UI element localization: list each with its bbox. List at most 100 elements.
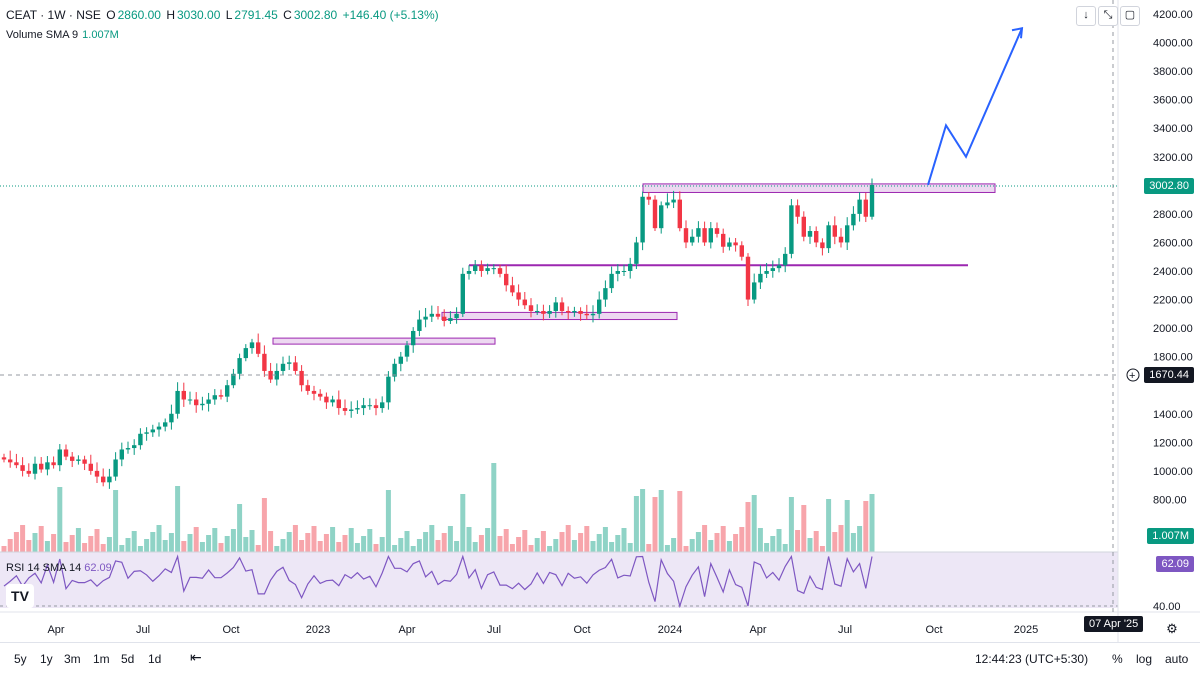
candle-body [739,245,744,257]
volume-legend[interactable]: Volume SMA 9 1.007M [6,29,119,41]
volume-bar [503,529,509,552]
price-tick-label: 2400.00 [1153,266,1193,278]
candle-body [721,233,726,247]
candle-body [696,228,701,237]
add-alert-icon[interactable] [1126,368,1140,382]
symbol-name[interactable]: CEAT · 1W · NSE [6,8,101,22]
candle-body [851,213,856,226]
volume-bar [323,534,329,552]
range-5y[interactable]: 5y [14,652,27,666]
settings-gear-icon[interactable]: ⚙ [1166,621,1178,636]
price-tick-label: 3400.00 [1153,123,1193,135]
chart-canvas[interactable]: +4200.00 4000.00 3800.00 3600.00 3400.00 3200… [0,0,1200,642]
candle-body [869,184,875,217]
volume-bar [553,539,559,552]
candle-body [857,199,862,214]
clock-display[interactable]: 12:44:23 (UTC+5:30) [975,652,1089,666]
date-range-icon[interactable]: ⇤ [190,649,202,665]
candle-body [150,429,155,433]
candle-body [349,409,354,411]
price-tick-label: 4200.00 [1153,9,1193,21]
candle-body [367,405,372,407]
time-tick-label: Apr [749,624,766,636]
range-3m[interactable]: 3m [64,652,81,666]
volume-bar [181,541,187,552]
candle-body [262,353,267,371]
percent-toggle[interactable]: % [1112,652,1123,666]
volume-bar [7,539,13,552]
candle-body [578,310,583,314]
price-zone-rectangle[interactable] [642,183,996,193]
candle-body [510,285,515,293]
arrow-down-icon[interactable]: ↓ [1076,6,1096,26]
candle-body [342,408,348,411]
symbol-legend: CEAT · 1W · NSE O 2860.00 H 3030.00 L 2791.… [6,8,439,22]
candle-body [8,459,13,463]
volume-bar [745,502,751,552]
volume-bar [838,525,844,552]
candle-body [479,265,484,271]
candle-body [559,302,565,311]
range-1d[interactable]: 1d [148,652,162,666]
volume-bar [466,527,472,552]
volume-bar [218,543,224,552]
candle-body [287,362,292,364]
candle-body [280,363,286,371]
maximize-icon[interactable]: ▢ [1120,6,1140,26]
candle-body [336,399,341,409]
auto-toggle[interactable]: auto [1165,652,1189,666]
volume-bar [125,538,131,552]
candle-body [200,403,205,406]
candle-body [417,319,422,331]
volume-bar [441,533,447,552]
candle-body [132,445,137,449]
candle-body [745,256,751,300]
candle-body [640,196,645,243]
volume-bar [379,537,385,552]
price-tick-label: 2200.00 [1153,295,1193,307]
candle-body [783,253,788,266]
candle-body [615,271,620,274]
volume-bar [398,538,404,552]
candle-body [621,271,627,272]
candle-body [491,268,496,270]
price-zone-rectangle[interactable] [441,311,678,321]
volume-bar [20,525,26,552]
tradingview-logo[interactable]: TV [6,584,34,608]
volume-bar [13,532,19,552]
candle-body [677,199,682,229]
volume-bar [547,546,553,552]
projection-path[interactable] [927,27,1023,186]
range-1m[interactable]: 1m [93,652,110,666]
time-tick-label: Oct [573,624,590,636]
price-zone-rectangle[interactable] [272,337,496,345]
price-tick-label: 1200.00 [1153,437,1193,449]
volume-bar [224,536,230,552]
volume-bar [156,525,162,552]
volume-bar [509,544,515,552]
rsi-legend[interactable]: RSI 14 SMA 14 62.09 [6,562,112,574]
range-1y[interactable]: 1y [40,652,53,666]
volume-bar [410,546,416,552]
volume-bar [832,532,838,552]
log-toggle[interactable]: log [1136,652,1153,666]
volume-bar [26,540,32,552]
candle-body [268,370,273,380]
projection-arrowhead [1011,27,1024,39]
candle-body [355,408,360,410]
candle-body [770,268,775,271]
candle-body [566,310,571,313]
range-5d[interactable]: 5d [121,652,135,666]
candle-body [807,231,813,237]
volume-bar [63,542,69,552]
expand-icon[interactable]: ⤡ [1098,6,1118,26]
candle-body [628,263,633,271]
volume-bar [633,496,639,552]
candle-body [671,199,676,203]
volume-bar [478,535,484,552]
volume-bar [454,541,460,552]
volume-bar [720,526,726,552]
candle-body [293,362,298,371]
volume-bar [206,535,212,552]
candle-body [504,273,509,286]
